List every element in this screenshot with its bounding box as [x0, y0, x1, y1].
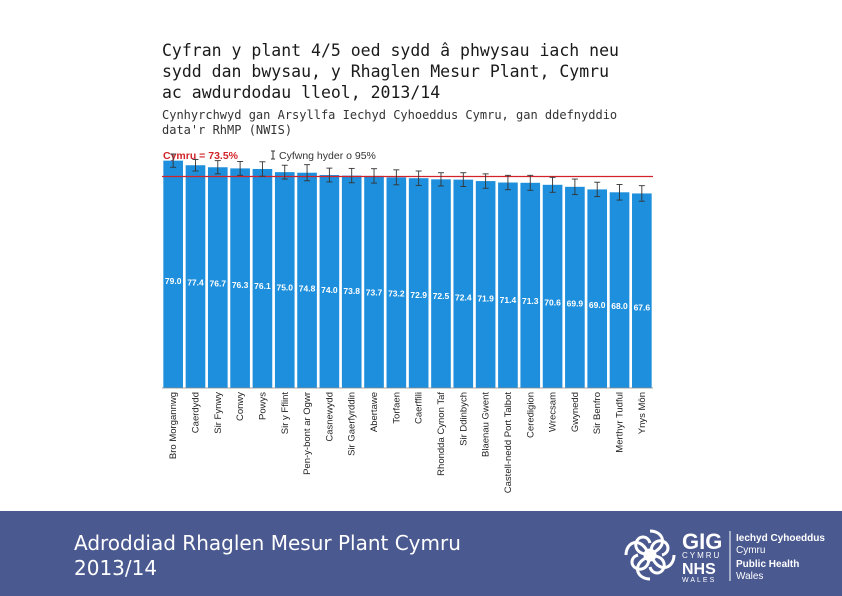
bar	[542, 184, 563, 388]
report-title: Adroddiad Rhaglen Mesur Plant Cymru 2013…	[74, 531, 594, 581]
data-label: 69.0	[589, 300, 606, 310]
bar	[498, 182, 518, 388]
data-label: 71.4	[500, 295, 517, 305]
subtitle-line: Cynhyrchwyd gan Arsyllfa Iechyd Cyhoeddu…	[162, 108, 618, 122]
category-label: Pen-y-bont ar Ogwr	[302, 392, 313, 475]
bar	[609, 192, 630, 388]
data-label: 72.9	[410, 290, 427, 300]
nhs-wales-logo: GIG CYMRU NHS WALES Iechyd Cyhoeddus Cym…	[620, 525, 830, 585]
title-line: Cyfran y plant 4/5 oed sydd â phwysau ia…	[162, 41, 619, 60]
logo-org-line: Cymru	[736, 545, 765, 556]
title-line: ac awdurdodau lleol, 2013/14	[162, 83, 441, 102]
category-label: Conwy	[235, 392, 246, 421]
category-label: Merthyr Tudful	[615, 392, 626, 453]
bar	[587, 189, 608, 388]
bar	[230, 168, 250, 388]
category-label: Sir Gaerfyrddin	[347, 392, 358, 456]
category-label: Abertawe	[369, 392, 380, 432]
bar	[185, 165, 206, 388]
report-title-line: Adroddiad Rhaglen Mesur Plant Cymru	[74, 531, 461, 555]
subtitle-line: data'r RhMP (NWIS)	[162, 123, 293, 137]
category-label: Sir Ddinbych	[458, 392, 469, 446]
legend-ci-label: Cyfwng hyder o 95%	[279, 150, 376, 162]
data-label: 73.7	[366, 287, 383, 297]
bar	[163, 160, 183, 388]
data-label: 67.6	[634, 302, 651, 312]
category-label: Sir y Fflint	[280, 392, 291, 435]
data-label: 71.3	[522, 296, 539, 306]
logo-org-line: Public Health	[736, 559, 799, 570]
data-label: 73.2	[388, 289, 405, 299]
category-label: Rhondda Cynon Taf	[436, 392, 447, 476]
category-label: Ceredigion	[525, 392, 536, 438]
logo-org-line: Wales	[736, 571, 763, 582]
data-label: 75.0	[276, 282, 293, 292]
bar	[386, 177, 407, 388]
category-label: Powys	[257, 392, 268, 420]
category-label: Caerdydd	[190, 392, 201, 433]
category-label: Casnewydd	[324, 392, 335, 442]
category-label: Sir Fynwy	[213, 392, 224, 434]
page-title: Cyfran y plant 4/5 oed sydd â phwysau ia…	[162, 40, 682, 103]
data-label: 76.3	[232, 280, 249, 290]
report-title-line: 2013/14	[74, 556, 158, 580]
data-label: 73.8	[343, 286, 360, 296]
data-label: 70.6	[544, 297, 561, 307]
category-label: Blaenau Gwent	[481, 392, 492, 457]
bar	[408, 178, 429, 388]
data-label: 69.9	[567, 299, 584, 309]
data-label: 77.4	[187, 277, 204, 287]
bar	[431, 179, 451, 388]
category-label: Castell-nedd Port Talbot	[503, 392, 514, 494]
bar	[297, 172, 317, 388]
bar	[475, 181, 496, 388]
data-label: 71.9	[477, 294, 494, 304]
bar	[632, 193, 652, 388]
bar	[207, 167, 228, 388]
data-label: 76.7	[210, 279, 227, 289]
category-label: Sir Benfro	[592, 392, 603, 434]
logo-cymru: CYMRU	[682, 551, 721, 560]
bar-chart: Cymru = 73.5% Cyfwng hyder o 95% 79.0 77.4 7…	[162, 150, 653, 494]
bar	[341, 175, 362, 388]
category-label: Torfaen	[391, 392, 402, 424]
logo-nhs: NHS	[682, 561, 716, 578]
title-line: sydd dan bwysau, y Rhaglen Mesur Plant, …	[162, 62, 610, 81]
data-label: 74.0	[321, 285, 338, 295]
bar	[364, 175, 384, 388]
category-label: Wrecsam	[548, 392, 559, 432]
logo-wales: WALES	[682, 577, 716, 584]
legend-reference-label: Cymru = 73.5%	[163, 150, 239, 162]
category-label: Caerffili	[414, 392, 425, 424]
footer: Adroddiad Rhaglen Mesur Plant Cymru 2013…	[0, 511, 842, 596]
bar	[520, 182, 541, 388]
bar	[274, 172, 295, 388]
data-label: 79.0	[165, 276, 182, 286]
page-subtitle: Cynhyrchwyd gan Arsyllfa Iechyd Cyhoeddu…	[162, 108, 682, 138]
category-label: Ynys Môn	[637, 392, 648, 434]
celtic-knot-icon	[624, 529, 676, 581]
data-label: 72.5	[433, 291, 450, 301]
category-label: Gwynedd	[570, 392, 581, 432]
bar	[319, 175, 340, 388]
data-label: 76.1	[254, 281, 271, 291]
bar	[453, 179, 474, 388]
data-label: 68.0	[611, 301, 628, 311]
data-label: 74.8	[299, 284, 316, 294]
logo-gig: GIG	[682, 529, 722, 554]
bar	[565, 186, 585, 388]
logo-org-line: Iechyd Cyhoeddus	[736, 533, 825, 544]
bar	[252, 168, 273, 388]
data-label: 72.4	[455, 292, 472, 302]
category-label: Bro Morgannwg	[168, 392, 179, 459]
